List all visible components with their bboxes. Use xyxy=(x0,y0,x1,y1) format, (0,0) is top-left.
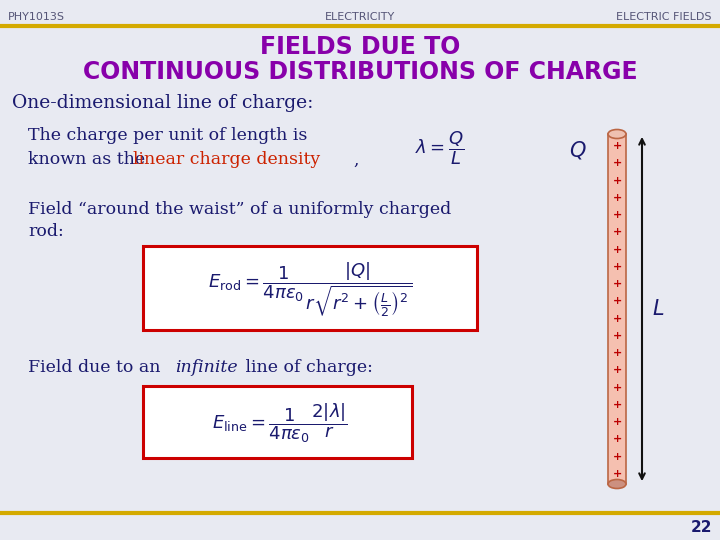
Text: +: + xyxy=(613,400,621,410)
Text: +: + xyxy=(613,314,621,323)
Text: +: + xyxy=(613,193,621,203)
Bar xyxy=(608,134,626,484)
Text: rod:: rod: xyxy=(28,224,64,240)
Text: $Q$: $Q$ xyxy=(570,139,587,161)
Text: CONTINUOUS DISTRIBUTIONS OF CHARGE: CONTINUOUS DISTRIBUTIONS OF CHARGE xyxy=(83,60,637,84)
Text: FIELDS DUE TO: FIELDS DUE TO xyxy=(260,35,460,59)
Text: $E_{\rm line} = \dfrac{1}{4\pi\varepsilon_0}\dfrac{2|\lambda|}{r}$: $E_{\rm line} = \dfrac{1}{4\pi\varepsilo… xyxy=(212,401,348,445)
Text: +: + xyxy=(613,227,621,237)
Text: 22: 22 xyxy=(690,519,712,535)
Text: +: + xyxy=(613,366,621,375)
Ellipse shape xyxy=(608,130,626,138)
Text: +: + xyxy=(613,210,621,220)
Text: +: + xyxy=(613,331,621,341)
Text: linear charge density: linear charge density xyxy=(133,152,320,168)
Text: PHY1013S: PHY1013S xyxy=(8,12,65,22)
Text: +: + xyxy=(613,296,621,306)
Text: Field “around the waist” of a uniformly charged: Field “around the waist” of a uniformly … xyxy=(28,201,451,219)
Text: +: + xyxy=(613,452,621,462)
Text: ELECTRICITY: ELECTRICITY xyxy=(325,12,395,22)
Text: $L$: $L$ xyxy=(652,299,665,319)
Text: $\lambda = \dfrac{Q}{L}$: $\lambda = \dfrac{Q}{L}$ xyxy=(415,129,464,167)
Text: $E_{\rm rod} = \dfrac{1}{4\pi\varepsilon_0}\dfrac{|Q|}{r\sqrt{r^2+\left(\frac{L}: $E_{\rm rod} = \dfrac{1}{4\pi\varepsilon… xyxy=(208,261,412,319)
Text: Field due to an: Field due to an xyxy=(28,360,166,376)
Ellipse shape xyxy=(608,480,626,489)
Text: +: + xyxy=(613,176,621,186)
Text: ,: , xyxy=(353,152,359,168)
Text: +: + xyxy=(613,141,621,151)
Text: +: + xyxy=(613,435,621,444)
Text: known as the: known as the xyxy=(28,152,150,168)
Text: ELECTRIC FIELDS: ELECTRIC FIELDS xyxy=(616,12,712,22)
Text: +: + xyxy=(613,262,621,272)
Text: +: + xyxy=(613,158,621,168)
Text: +: + xyxy=(613,348,621,358)
Text: +: + xyxy=(613,383,621,393)
FancyBboxPatch shape xyxy=(143,246,477,330)
Text: The charge per unit of length is: The charge per unit of length is xyxy=(28,127,307,145)
Text: infinite: infinite xyxy=(175,360,238,376)
Text: +: + xyxy=(613,245,621,254)
Text: +: + xyxy=(613,469,621,479)
Text: +: + xyxy=(613,279,621,289)
Text: line of charge:: line of charge: xyxy=(240,360,373,376)
Text: One-dimensional line of charge:: One-dimensional line of charge: xyxy=(12,94,313,112)
Text: +: + xyxy=(613,417,621,427)
FancyBboxPatch shape xyxy=(143,386,412,458)
